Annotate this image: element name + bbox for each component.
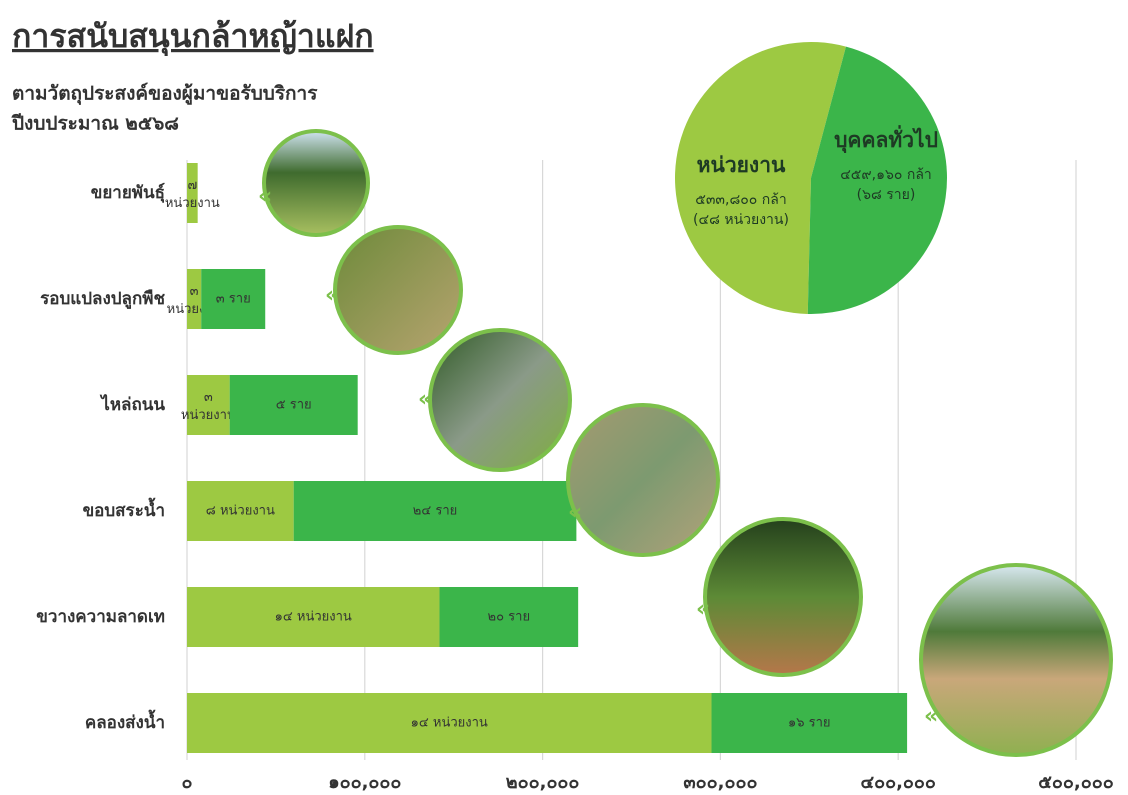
subtitle: ตามวัตถุประสงค์ของผู้มาขอรับบริการ <box>12 83 318 106</box>
segment-label: ๑๔ หน่วยงาน <box>275 610 352 625</box>
infographic: การสนับสนุนกล้าหญ้าแฝก ตามวัตถุประสงค์ขอ… <box>0 0 1128 795</box>
photo <box>568 405 718 555</box>
photo <box>921 565 1111 755</box>
category-label: ขอบสระน้ำ <box>83 497 165 521</box>
segment-label: ๓ ราย <box>216 292 251 307</box>
category-label: ขยายพันธุ์ <box>91 182 165 203</box>
photo <box>705 519 861 675</box>
x-tick-label: ๔๐๐,๐๐๐ <box>860 772 935 793</box>
photo <box>430 330 570 470</box>
slice-name: บุคคลทั่วไป <box>834 124 938 154</box>
photo <box>264 131 368 235</box>
chevron: « <box>568 500 582 525</box>
category-label: ไหล่ถนน <box>99 394 165 415</box>
segment-label: ๒๔ ราย <box>413 504 457 519</box>
segment-label: ๒๐ ราย <box>488 610 531 625</box>
chevron: « <box>418 387 432 412</box>
bar-segment <box>187 269 201 329</box>
x-tick-label: ๕๐๐,๐๐๐ <box>1038 772 1113 793</box>
subtitle: ปีงบประมาณ ๒๕๖๘ <box>11 113 179 135</box>
category-label: รอบแปลงปลูกพืช <box>40 288 165 310</box>
segment-label: ๑๖ ราย <box>788 716 831 731</box>
chevron: « <box>258 184 272 209</box>
x-tick-label: ๒๐๐,๐๐๐ <box>506 772 580 793</box>
x-tick-label: ๑๐๐,๐๐๐ <box>328 772 401 793</box>
slice-count: (๔๘ หน่วยงาน) <box>693 212 789 228</box>
slice-value: ๔๕๙,๑๖๐ กล้า <box>840 167 932 183</box>
segment-label: ๑๔ หน่วยงาน <box>411 716 488 731</box>
slice-name: หน่วยงาน <box>697 153 786 177</box>
bar-segment <box>187 375 230 435</box>
bar-segment <box>187 163 198 223</box>
x-tick-label: ๐ <box>182 772 193 793</box>
chevron: « <box>696 597 710 622</box>
segment-label: ๕ ราย <box>276 398 312 413</box>
category-label: ขวางความลาดเท <box>36 607 165 627</box>
title: การสนับสนุนกล้าหญ้าแฝก <box>12 17 374 57</box>
slice-count: (๖๘ ราย) <box>857 187 916 203</box>
photo <box>335 227 461 353</box>
segment-label: ๘ หน่วยงาน <box>206 504 275 519</box>
chevron: « <box>325 283 339 308</box>
slice-value: ๕๓๓,๘๐๐ กล้า <box>695 192 786 208</box>
x-tick-label: ๓๐๐,๐๐๐ <box>683 772 757 793</box>
category-label: คลองส่งน้ำ <box>85 709 165 733</box>
chevron: « <box>924 704 938 729</box>
